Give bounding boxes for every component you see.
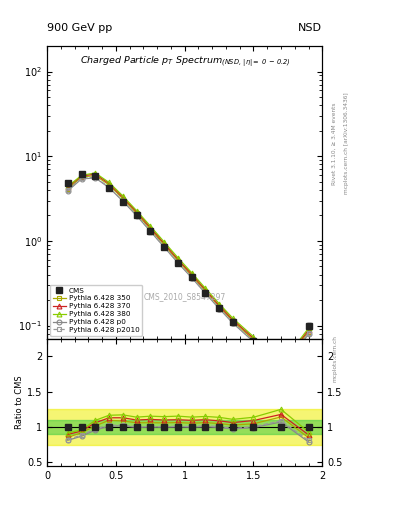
- Pythia 6.428 p2010: [217, 305, 222, 311]
- Pythia 6.428 380: [279, 361, 283, 367]
- Pythia 6.428 380: [251, 334, 256, 340]
- Pythia 6.428 350: [107, 182, 112, 188]
- Pythia 6.428 370: [306, 327, 311, 333]
- Pythia 6.428 380: [107, 179, 112, 185]
- Pythia 6.428 p0: [148, 228, 152, 234]
- Text: mcplots.cern.ch: mcplots.cern.ch: [332, 335, 337, 382]
- Bar: [47, 410, 322, 445]
- Pythia 6.428 350: [134, 210, 139, 217]
- Pythia 6.428 350: [121, 196, 125, 202]
- Pythia 6.428 350: [217, 304, 222, 310]
- Pythia 6.428 350: [162, 242, 167, 248]
- Pythia 6.428 370: [203, 287, 208, 293]
- Text: Rivet 3.1.10, ≥ 3.4M events: Rivet 3.1.10, ≥ 3.4M events: [332, 102, 337, 185]
- Pythia 6.428 p0: [306, 331, 311, 337]
- Line: Pythia 6.428 p2010: Pythia 6.428 p2010: [65, 175, 311, 372]
- Pythia 6.428 350: [306, 329, 311, 335]
- Pythia 6.428 350: [148, 226, 152, 232]
- Pythia 6.428 370: [279, 364, 283, 370]
- Pythia 6.428 p0: [231, 320, 235, 326]
- Pythia 6.428 350: [93, 173, 97, 179]
- Pythia 6.428 370: [107, 181, 112, 187]
- Pythia 6.428 p2010: [162, 244, 167, 250]
- Pythia 6.428 370: [231, 317, 235, 323]
- Line: Pythia 6.428 370: Pythia 6.428 370: [65, 172, 311, 369]
- Bar: [47, 420, 322, 434]
- Pythia 6.428 380: [79, 172, 84, 178]
- Pythia 6.428 p0: [93, 175, 97, 181]
- Pythia 6.428 p0: [162, 244, 167, 250]
- Line: Pythia 6.428 350: Pythia 6.428 350: [65, 173, 311, 370]
- Pythia 6.428 p2010: [231, 319, 235, 326]
- Pythia 6.428 p2010: [65, 187, 70, 194]
- Pythia 6.428 350: [176, 258, 180, 264]
- Pythia 6.428 380: [231, 315, 235, 322]
- Pythia 6.428 370: [162, 240, 167, 246]
- Pythia 6.428 p2010: [176, 260, 180, 266]
- Pythia 6.428 370: [134, 209, 139, 215]
- Pythia 6.428 380: [65, 183, 70, 189]
- Pythia 6.428 p0: [189, 274, 194, 281]
- Pythia 6.428 370: [251, 335, 256, 341]
- Pythia 6.428 p2010: [93, 174, 97, 180]
- Pythia 6.428 350: [203, 288, 208, 294]
- Pythia 6.428 380: [176, 254, 180, 261]
- Text: mcplots.cern.ch [arXiv:1306.3436]: mcplots.cern.ch [arXiv:1306.3436]: [344, 93, 349, 194]
- Legend: CMS, Pythia 6.428 350, Pythia 6.428 370, Pythia 6.428 380, Pythia 6.428 p0, Pyth: CMS, Pythia 6.428 350, Pythia 6.428 370,…: [50, 285, 143, 336]
- Text: CMS_2010_S8547297: CMS_2010_S8547297: [143, 292, 226, 301]
- Pythia 6.428 370: [217, 302, 222, 308]
- Pythia 6.428 p2010: [79, 175, 84, 181]
- Pythia 6.428 p0: [176, 260, 180, 266]
- Pythia 6.428 p0: [134, 212, 139, 219]
- Pythia 6.428 380: [162, 239, 167, 245]
- Pythia 6.428 380: [217, 301, 222, 307]
- Pythia 6.428 p2010: [121, 198, 125, 204]
- Pythia 6.428 p2010: [148, 228, 152, 234]
- Pythia 6.428 p2010: [189, 274, 194, 280]
- Pythia 6.428 350: [251, 337, 256, 343]
- Pythia 6.428 350: [279, 365, 283, 371]
- Pythia 6.428 370: [79, 173, 84, 179]
- Pythia 6.428 350: [65, 186, 70, 192]
- Pythia 6.428 350: [189, 272, 194, 279]
- Pythia 6.428 p0: [121, 198, 125, 204]
- Pythia 6.428 380: [134, 207, 139, 214]
- Pythia 6.428 380: [121, 193, 125, 199]
- Pythia 6.428 p0: [79, 176, 84, 182]
- Text: 900 GeV pp: 900 GeV pp: [47, 23, 112, 33]
- Pythia 6.428 350: [79, 174, 84, 180]
- Pythia 6.428 p0: [217, 306, 222, 312]
- Pythia 6.428 p2010: [203, 290, 208, 296]
- Pythia 6.428 370: [93, 171, 97, 177]
- Pythia 6.428 p0: [203, 290, 208, 296]
- Text: NSD: NSD: [298, 23, 322, 33]
- Pythia 6.428 370: [189, 271, 194, 277]
- Pythia 6.428 370: [121, 194, 125, 200]
- Pythia 6.428 370: [148, 224, 152, 230]
- Pythia 6.428 p0: [65, 188, 70, 194]
- Pythia 6.428 p2010: [251, 338, 256, 345]
- Line: Pythia 6.428 380: Pythia 6.428 380: [65, 170, 311, 367]
- Pythia 6.428 380: [203, 285, 208, 291]
- Pythia 6.428 p0: [279, 367, 283, 373]
- Pythia 6.428 380: [93, 170, 97, 176]
- Pythia 6.428 380: [189, 269, 194, 275]
- Pythia 6.428 380: [306, 325, 311, 331]
- Pythia 6.428 350: [231, 318, 235, 324]
- Text: Charged Particle $\mathregular{p_T}$ Spectrum$\mathregular{_{(NSD,\,|\eta|=\;0\,: Charged Particle $\mathregular{p_T}$ Spe…: [79, 55, 290, 70]
- Pythia 6.428 p2010: [279, 366, 283, 372]
- Y-axis label: Ratio to CMS: Ratio to CMS: [15, 375, 24, 429]
- Pythia 6.428 370: [176, 256, 180, 262]
- Pythia 6.428 p2010: [134, 212, 139, 218]
- Pythia 6.428 p2010: [306, 330, 311, 336]
- Pythia 6.428 370: [65, 184, 70, 190]
- Pythia 6.428 p2010: [107, 184, 112, 190]
- Pythia 6.428 p0: [251, 338, 256, 345]
- Line: Pythia 6.428 p0: Pythia 6.428 p0: [65, 176, 311, 372]
- Pythia 6.428 p0: [107, 185, 112, 191]
- Pythia 6.428 380: [148, 223, 152, 229]
